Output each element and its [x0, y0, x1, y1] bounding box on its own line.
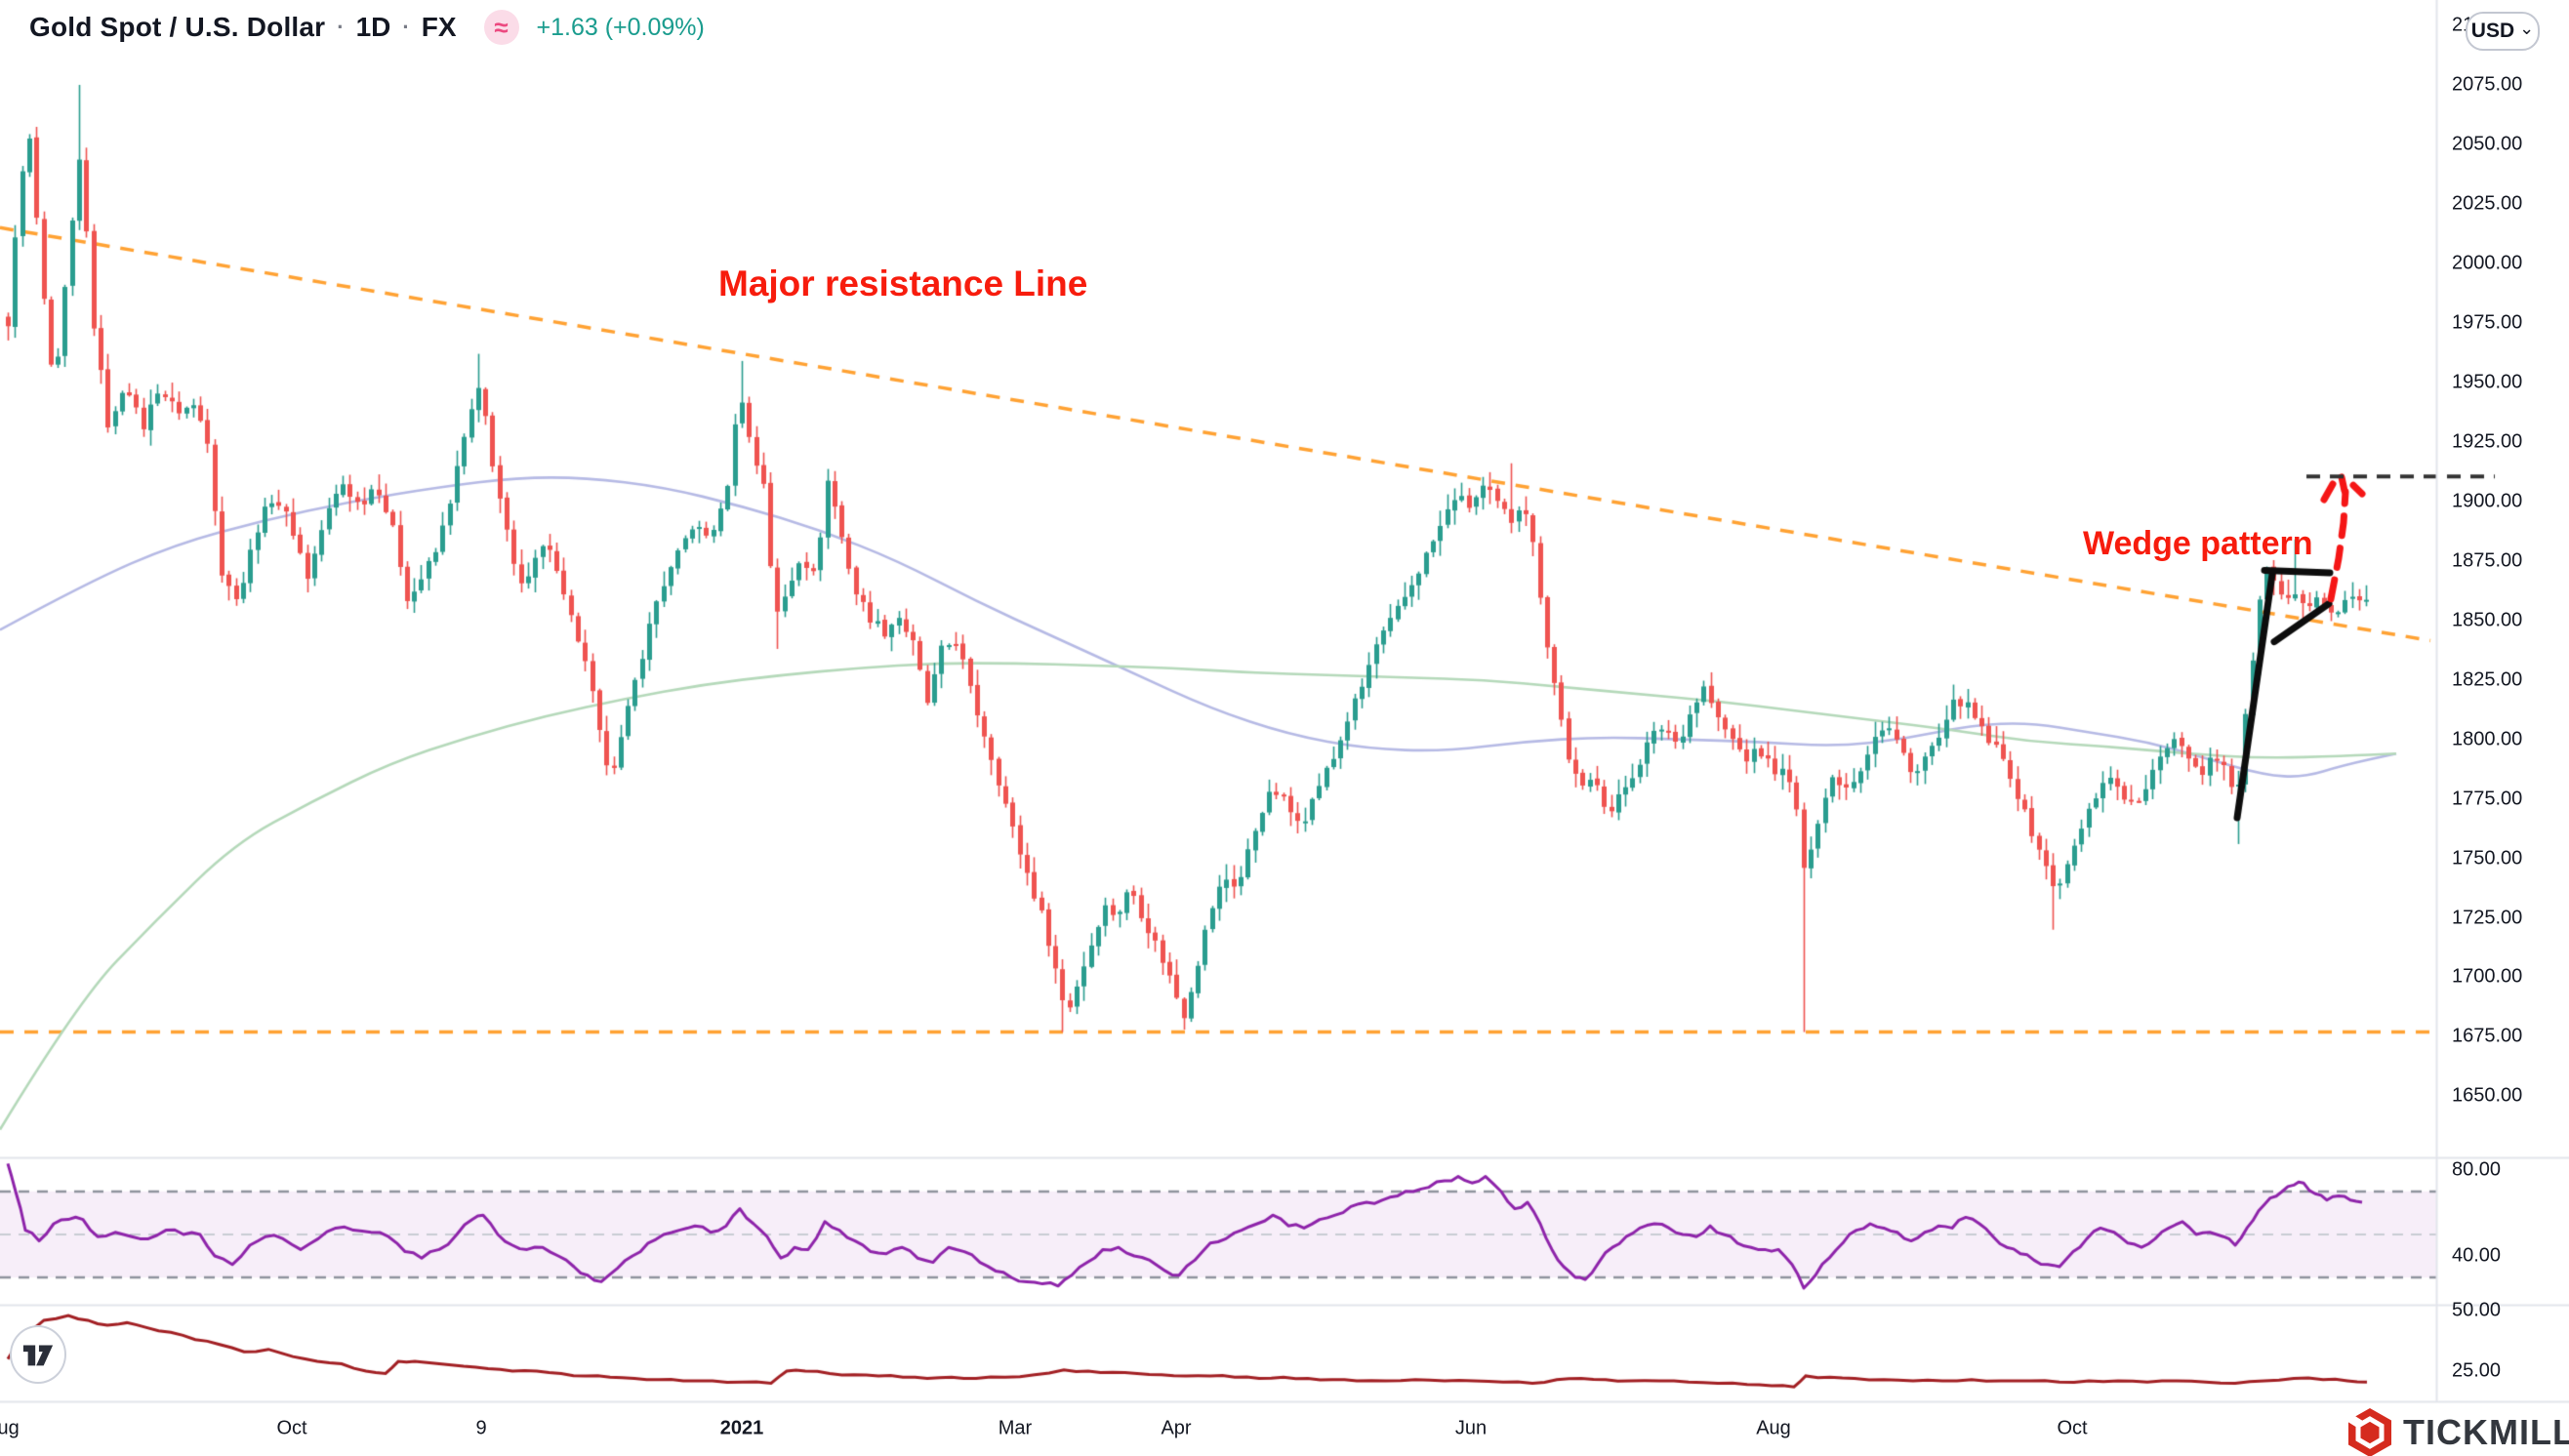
tickmill-icon	[2346, 1408, 2391, 1456]
tickmill-logo: TICKMILL	[2346, 1407, 2569, 1456]
price-axis[interactable]: 2100.002075.002050.002025.002000.001975.…	[2436, 0, 2569, 1456]
time-tick-label: Mar	[998, 1417, 1033, 1439]
time-tick-label: 9	[475, 1417, 487, 1439]
symbol-legend[interactable]: Gold Spot / U.S. Dollar · 1D · FX ≈ +1.6…	[29, 10, 705, 45]
symbol-title[interactable]: Gold Spot / U.S. Dollar	[29, 12, 326, 42]
price-tick-label: 1950.00	[2452, 371, 2523, 393]
time-tick-label: Aug	[1756, 1417, 1791, 1439]
tickmill-wordmark: TICKMILL	[2403, 1412, 2569, 1452]
chevron-down-icon: ⌄	[2519, 18, 2535, 38]
price-tick-label: 1850.00	[2452, 609, 2523, 631]
time-tick-label: Oct	[276, 1417, 307, 1439]
price-tick-label: 2025.00	[2452, 192, 2523, 215]
time-tick-label: Jun	[1454, 1417, 1488, 1439]
exchange-label[interactable]: FX	[421, 12, 457, 42]
price-change-text: +1.63 (+0.09%)	[536, 13, 705, 41]
price-tick-label: 1925.00	[2452, 430, 2523, 453]
tradingview-logo[interactable]	[10, 1325, 66, 1384]
time-tick-label: Oct	[2057, 1417, 2088, 1439]
rsi-tick-label: 80.00	[2452, 1158, 2502, 1181]
atr-tick-label: 50.00	[2452, 1299, 2502, 1321]
price-tick-label: 1750.00	[2452, 847, 2523, 870]
time-tick-label: 2021	[719, 1417, 764, 1439]
rsi-tick-label: 40.00	[2452, 1244, 2502, 1267]
price-tick-label: 1700.00	[2452, 965, 2523, 988]
price-tick-label: 1900.00	[2452, 490, 2523, 512]
tradingview-icon	[22, 1345, 54, 1366]
currency-dropdown-button[interactable]: USD ⌄	[2466, 12, 2540, 51]
price-tick-label: 1975.00	[2452, 311, 2523, 334]
legend-separator: ·	[402, 15, 410, 39]
price-tick-label: 1650.00	[2452, 1084, 2523, 1107]
legend-separator: ·	[337, 15, 345, 39]
time-axis[interactable]: Aug Oct 9 2021 Mar Apr Jun Aug Oct	[0, 1401, 2436, 1456]
wedge-annotation: Wedge pattern	[2083, 525, 2313, 562]
currency-label: USD	[2470, 20, 2515, 42]
time-tick-label: Aug	[0, 1417, 20, 1439]
price-tick-label: 2050.00	[2452, 133, 2523, 155]
price-tick-label: 1825.00	[2452, 668, 2523, 691]
atr-tick-label: 25.00	[2452, 1359, 2502, 1382]
price-tick-label: 1875.00	[2452, 549, 2523, 572]
market-status-icon[interactable]: ≈	[483, 10, 519, 45]
price-tick-label: 1675.00	[2452, 1025, 2523, 1047]
price-tick-label: 1800.00	[2452, 728, 2523, 750]
price-tick-label: 2075.00	[2452, 73, 2523, 96]
timeframe-label[interactable]: 1D	[355, 12, 391, 42]
resistance-annotation: Major resistance Line	[718, 263, 1088, 303]
price-tick-label: 2000.00	[2452, 252, 2523, 274]
price-tick-label: 1775.00	[2452, 788, 2523, 810]
time-tick-label: Apr	[1161, 1417, 1192, 1439]
price-tick-label: 1725.00	[2452, 907, 2523, 928]
